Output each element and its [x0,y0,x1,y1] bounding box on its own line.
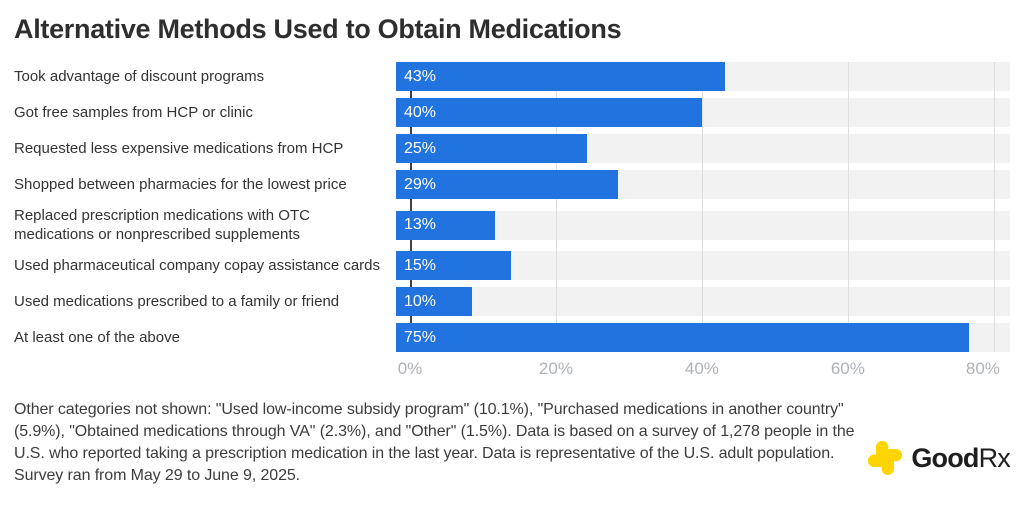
chart-row: Used pharmaceutical company copay assist… [0,251,1010,280]
x-tick-label: 40% [684,359,719,378]
bar-value-label: 40% [404,103,437,121]
category-label: Used pharmaceutical company copay assist… [14,257,381,274]
goodrx-cross-icon [868,440,903,476]
goodrx-wordmark: GoodRx [911,443,1010,474]
chart-row: Used medications prescribed to a family … [0,287,1010,316]
x-tick-label: 80% [965,359,1000,378]
category-label: Got free samples from HCP or clinic [14,104,253,121]
bar-value-label: 43% [404,67,437,85]
bar: 29% [396,170,618,199]
chart-title: Alternative Methods Used to Obtain Medic… [14,14,622,44]
chart-row: Took advantage of discount programs 43% [0,62,1010,91]
bar-track: 10% [396,287,1010,316]
category-label: Requested less expensive medications fro… [14,140,344,157]
logo-text-rx: Rx [978,442,1011,473]
bar-value-label: 15% [404,256,437,274]
category-label: At least one of the above [14,329,180,346]
category-label: Replaced prescription medications with O… [14,207,310,243]
bar: 13% [396,210,496,240]
bar-value-label: 25% [404,139,437,157]
bar-track: 15% [396,251,1010,280]
bar: 25% [396,134,588,163]
goodrx-logo: GoodRx [866,439,1011,487]
category-label: Took advantage of discount programs [14,68,265,85]
bar-track: 29% [396,170,1010,199]
bar-track: 40% [396,98,1010,127]
category-label: Used medications prescribed to a family … [14,293,340,310]
bar-value-label: 10% [404,292,437,310]
footer: Other categories not shown: "Used low-in… [0,399,1024,487]
footnote-line: Other categories not shown: "Used low-in… [14,401,855,484]
bar: 10% [396,287,473,316]
chart-row: Shopped between pharmacies for the lowes… [0,170,1010,199]
bar-value-label: 29% [404,175,437,193]
bar-track: 75% [396,323,1010,352]
bar: 15% [396,251,511,280]
x-tick-label: 60% [830,359,865,378]
x-axis: 0% 20% 40% 60% 80% [398,359,1000,383]
chart-row: Replaced prescription medications with O… [0,206,1010,244]
chart-row: At least one of the above 75% [0,323,1010,352]
x-tick-label: 20% [538,359,573,378]
footnote-text: Other categories not shown: "Used low-in… [14,399,864,487]
bar: 43% [396,62,725,91]
bar-value-label: 13% [404,216,437,233]
bar-track: 43% [396,62,1010,91]
chart-rows: Took advantage of discount programs 43% Go… [0,62,1010,352]
bar-track: 13% [396,210,1010,240]
x-tick-label: 0% [397,359,423,378]
bar: 75% [396,323,970,352]
bar-chart: Took advantage of discount programs 43% Go… [0,62,1024,383]
chart-row: Got free samples from HCP or clinic 40% [0,98,1010,127]
logo-text-good: Good [911,442,979,473]
bar-track: 25% [396,134,1010,163]
bar: 40% [396,98,702,127]
bar-value-label: 75% [404,328,437,346]
chart-row: Requested less expensive medications fro… [0,134,1010,163]
category-label: Shopped between pharmacies for the lowes… [14,176,347,193]
